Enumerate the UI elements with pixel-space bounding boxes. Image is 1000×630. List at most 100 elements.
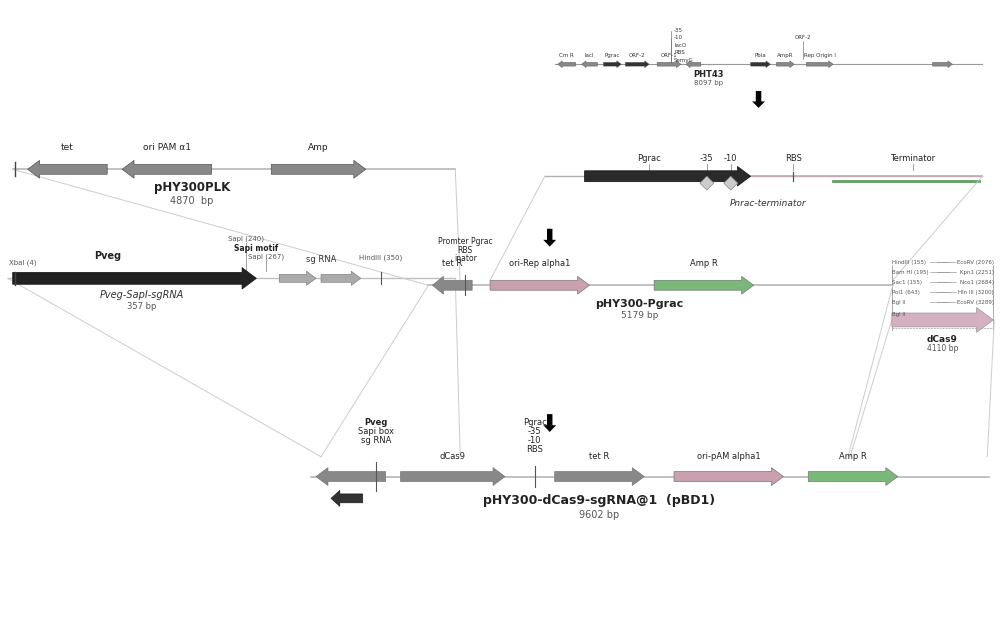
FancyArrow shape (122, 161, 212, 178)
FancyArrow shape (555, 467, 644, 486)
Text: -10: -10 (674, 35, 683, 40)
FancyArrow shape (432, 277, 472, 294)
Text: Terminator: Terminator (890, 154, 935, 163)
Text: RBS: RBS (674, 50, 685, 55)
Text: -35: -35 (674, 28, 683, 33)
Text: -35: -35 (528, 427, 542, 436)
Text: ORF-2: ORF-2 (629, 54, 646, 59)
Text: PHT43: PHT43 (694, 70, 724, 79)
FancyArrow shape (543, 229, 556, 246)
Text: lacI: lacI (585, 54, 594, 59)
Text: Cm R: Cm R (559, 54, 574, 59)
FancyArrow shape (271, 161, 366, 178)
Text: inator: inator (454, 255, 477, 263)
Text: Hln III (3200): Hln III (3200) (958, 290, 994, 295)
FancyArrow shape (279, 271, 316, 285)
FancyArrow shape (490, 277, 590, 294)
FancyArrow shape (558, 61, 576, 67)
Text: ORF-1: ORF-1 (661, 54, 677, 59)
Text: Amp R: Amp R (690, 260, 718, 268)
Text: SapI (267): SapI (267) (248, 253, 284, 260)
Text: Pbla: Pbla (755, 54, 766, 59)
FancyArrow shape (331, 490, 363, 507)
Text: tet R: tet R (442, 260, 462, 268)
Text: HindIII (350): HindIII (350) (359, 255, 402, 261)
FancyArrow shape (585, 166, 751, 186)
FancyArrow shape (892, 307, 993, 333)
Text: Pgrac: Pgrac (605, 54, 620, 59)
Text: EcoRV (2076): EcoRV (2076) (957, 260, 994, 265)
Text: Amp R: Amp R (839, 452, 867, 461)
Text: HindIII (155): HindIII (155) (892, 260, 926, 265)
FancyArrow shape (776, 61, 794, 67)
Text: pHY300-Pgrac: pHY300-Pgrac (595, 299, 683, 309)
FancyArrow shape (752, 91, 765, 108)
Text: Pveg-SapI-sgRNA: Pveg-SapI-sgRNA (100, 290, 184, 300)
Text: Bgl II: Bgl II (892, 312, 905, 318)
FancyArrow shape (674, 467, 783, 486)
FancyArrow shape (806, 61, 833, 67)
Text: Pgrac: Pgrac (637, 154, 661, 163)
Text: ori-Rep alpha1: ori-Rep alpha1 (509, 260, 570, 268)
Text: RBS: RBS (526, 445, 543, 454)
Text: Bgl II: Bgl II (892, 300, 905, 305)
Text: SapI (240): SapI (240) (228, 236, 264, 242)
Text: Sac1 (155): Sac1 (155) (892, 280, 922, 285)
FancyArrow shape (401, 467, 505, 486)
Text: SemyG: SemyG (674, 58, 694, 63)
Text: RBS: RBS (458, 246, 473, 255)
FancyArrow shape (933, 61, 952, 67)
FancyArrow shape (316, 467, 386, 486)
Text: -35: -35 (700, 154, 714, 163)
Text: RBS: RBS (785, 154, 802, 163)
Text: Pgrac: Pgrac (523, 418, 547, 427)
Text: Sapi motif: Sapi motif (234, 244, 278, 253)
FancyArrow shape (28, 161, 107, 178)
Text: Pveg: Pveg (94, 251, 121, 261)
Text: XbaI (4): XbaI (4) (9, 260, 36, 266)
Text: Promter Pgrac: Promter Pgrac (438, 237, 493, 246)
FancyArrow shape (657, 61, 681, 67)
FancyArrow shape (543, 414, 556, 432)
Text: -10: -10 (724, 154, 737, 163)
Text: dCas9: dCas9 (440, 452, 466, 461)
Text: 9602 bp: 9602 bp (579, 510, 620, 520)
Text: sg RNA: sg RNA (306, 256, 336, 265)
Text: ori-pAM alpha1: ori-pAM alpha1 (697, 452, 761, 461)
Text: dCas9: dCas9 (927, 335, 958, 344)
Text: Pveg: Pveg (364, 418, 387, 427)
Text: Pol1 (643): Pol1 (643) (892, 290, 920, 295)
Text: Sapi box: Sapi box (358, 427, 394, 436)
FancyArrow shape (13, 268, 256, 289)
Text: Amp: Amp (308, 144, 329, 152)
FancyArrow shape (625, 61, 649, 67)
FancyArrow shape (654, 277, 754, 294)
FancyArrow shape (603, 61, 621, 67)
Text: tet R: tet R (589, 452, 610, 461)
Text: ORF-2: ORF-2 (795, 35, 812, 40)
Text: pHY300PLK: pHY300PLK (154, 181, 230, 194)
Text: Kpn1 (2251): Kpn1 (2251) (960, 270, 994, 275)
Text: pHY300-dCas9-sgRNA@1  (pBD1): pHY300-dCas9-sgRNA@1 (pBD1) (483, 495, 716, 507)
Text: Bam HI (195): Bam HI (195) (892, 270, 928, 275)
FancyArrow shape (321, 271, 361, 285)
FancyArrow shape (808, 467, 898, 486)
FancyArrow shape (751, 61, 770, 67)
Text: Rep Origin I: Rep Origin I (804, 54, 836, 59)
Text: AmpR: AmpR (777, 54, 794, 59)
Text: lacO: lacO (674, 43, 686, 48)
Text: 357 bp: 357 bp (127, 302, 157, 311)
Text: 5179 bp: 5179 bp (621, 311, 658, 320)
Text: EcoRV (3289): EcoRV (3289) (957, 300, 994, 305)
FancyArrow shape (686, 61, 701, 67)
Text: sg RNA: sg RNA (361, 436, 391, 445)
Text: Nco1 (2684): Nco1 (2684) (960, 280, 994, 285)
Text: ori PAM α1: ori PAM α1 (143, 144, 191, 152)
Text: 4110 bp: 4110 bp (927, 344, 958, 353)
Polygon shape (724, 176, 738, 190)
Text: -10: -10 (528, 436, 542, 445)
Text: 8097 bp: 8097 bp (694, 80, 723, 86)
Text: 4870  bp: 4870 bp (170, 196, 213, 206)
Text: Pnrac-terminator: Pnrac-terminator (730, 199, 807, 208)
Polygon shape (700, 176, 714, 190)
